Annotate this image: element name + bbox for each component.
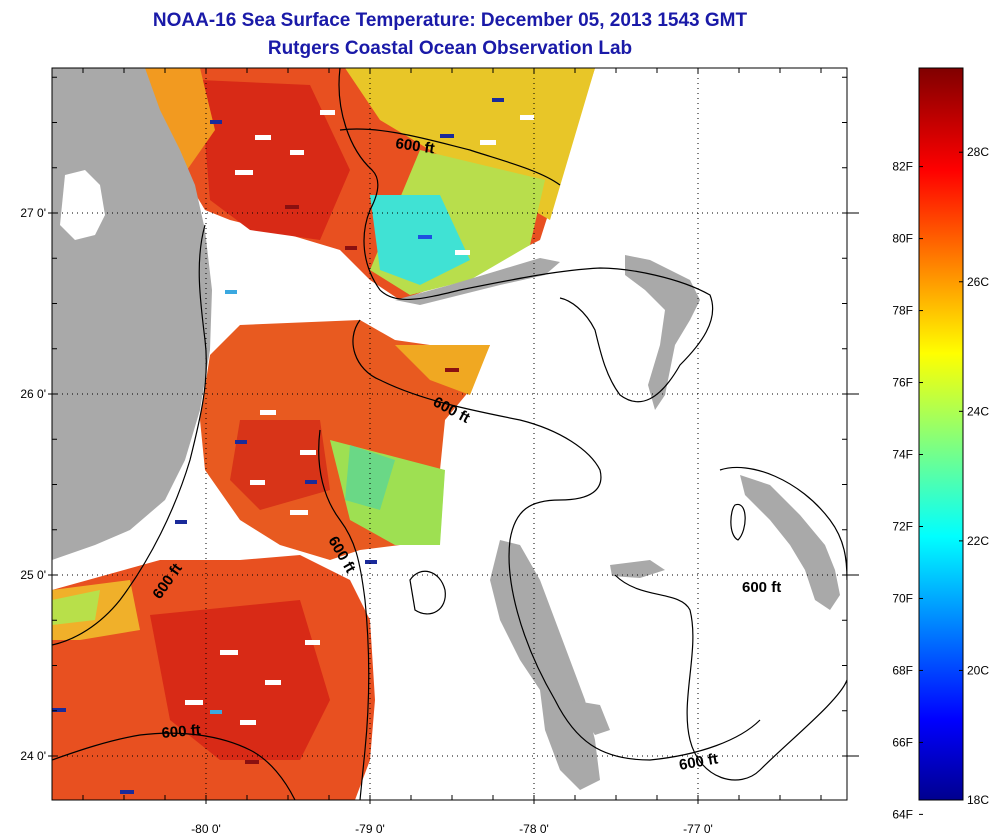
map-title: NOAA-16 Sea Surface Temperature: Decembe… xyxy=(152,10,748,31)
colorbar-c-label: 22C xyxy=(967,534,989,548)
latitude-labels: 27 0' 26 0' 25 0' 24 0' xyxy=(20,76,859,763)
colorbar-f-label: 66F xyxy=(892,735,913,749)
map-subtitle: Rutgers Coastal Ocean Observation Lab xyxy=(267,38,633,59)
colorbar-f-label: 70F xyxy=(892,591,913,605)
colorbar-f-label: 76F xyxy=(892,376,913,390)
colorbar-c-label: 24C xyxy=(967,404,989,418)
contour-label: 600 ft xyxy=(394,135,435,157)
lat-tick-label: 24 0' xyxy=(20,749,46,763)
colorbar-f-label: 64F xyxy=(892,807,913,821)
lon-tick-label: -77 0' xyxy=(683,822,713,836)
longitude-labels: -80 0' -79 0' -78 0' -77 0' xyxy=(82,68,822,836)
gridlines xyxy=(52,68,847,800)
contour-label: 600 ft xyxy=(742,579,781,596)
colorbar-c-label: 28C xyxy=(967,145,989,159)
colorbar-f-label: 74F xyxy=(892,448,913,462)
colorbar-f-label: 80F xyxy=(892,232,913,246)
sst-swath-middle xyxy=(200,320,490,560)
colorbar-c-label: 26C xyxy=(967,275,989,289)
lat-tick-label: 26 0' xyxy=(20,387,46,401)
florida-land xyxy=(52,68,212,560)
colorbar-c-label: 18C xyxy=(967,793,989,807)
lat-tick-label: 25 0' xyxy=(20,568,46,582)
colorbar xyxy=(918,67,964,801)
colorbar-f-label: 68F xyxy=(892,663,913,677)
cold-streaks xyxy=(52,98,504,794)
sst-swath-south xyxy=(52,555,375,800)
lon-tick-label: -79 0' xyxy=(355,822,385,836)
lon-tick-label: -78 0' xyxy=(519,822,549,836)
lon-tick-label: -80 0' xyxy=(191,822,221,836)
map-frame xyxy=(51,67,848,801)
contour-label: 600 ft xyxy=(678,750,720,774)
colorbar-c-label: 20C xyxy=(967,663,989,677)
colorbar-f-label: 82F xyxy=(892,160,913,174)
colorbar-f-label: 78F xyxy=(892,304,913,318)
depth-contours xyxy=(52,68,847,800)
cloud-streaks xyxy=(185,110,534,725)
colorbar-ticks: 82F 80F 78F 76F 74F 72F 70F 68F 66F 64F 28C 26C 24C 2… xyxy=(892,145,989,821)
bahamas-land xyxy=(395,255,840,790)
contour-label: 600 ft xyxy=(161,722,202,742)
lat-tick-label: 27 0' xyxy=(20,206,46,220)
contour-label-group: 600 ft 600 ft 600 ft 600 ft 600 ft 600 f… xyxy=(149,135,781,774)
colorbar-f-label: 72F xyxy=(892,519,913,533)
